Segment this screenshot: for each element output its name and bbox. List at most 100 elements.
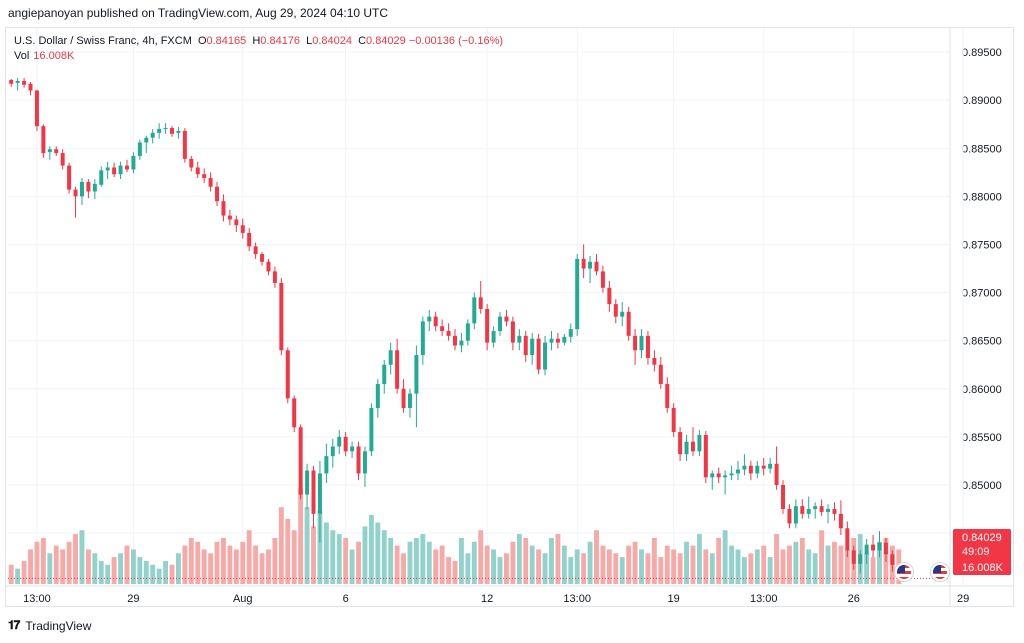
volume-bar <box>619 557 625 584</box>
volume-bar <box>105 564 111 584</box>
candle-body <box>176 130 181 133</box>
us-flag-icon[interactable] <box>931 563 949 581</box>
price-tick-label: 0.89000 <box>962 95 1002 107</box>
volume-bar <box>278 507 284 584</box>
candle-body <box>575 258 580 330</box>
candle-body <box>15 80 20 83</box>
candle-body <box>832 509 837 514</box>
volume-bar <box>214 541 220 584</box>
volume-bar <box>613 553 619 584</box>
us-flag-icon[interactable] <box>895 563 913 581</box>
volume-bar <box>368 514 374 584</box>
candle-body <box>60 153 65 166</box>
candle-body <box>568 329 573 337</box>
candle-body <box>703 434 708 478</box>
volume-bar <box>253 545 259 584</box>
candle-body <box>99 170 104 185</box>
volume-bar <box>664 545 670 584</box>
candle-body <box>382 364 387 384</box>
volume-bar <box>21 560 27 584</box>
legend-symbol[interactable]: U.S. Dollar / Swiss Franc, 4h, FXCM <box>14 35 192 47</box>
candle-body <box>710 473 715 478</box>
candle-body <box>671 408 676 433</box>
candle-body <box>118 165 123 175</box>
volume-bar <box>600 545 606 584</box>
candle-body <box>28 83 33 91</box>
candle-body <box>317 473 322 514</box>
candle-body <box>41 126 46 154</box>
candle-body <box>67 165 72 190</box>
candle-body <box>362 451 367 474</box>
candle-body <box>446 331 451 336</box>
legend-change: −0.00136 (−0.16%) <box>408 35 504 47</box>
volume-bar <box>819 530 825 584</box>
candle-body <box>562 336 567 343</box>
legend-volume-label[interactable]: Vol <box>14 50 30 62</box>
volume-bar <box>542 553 548 584</box>
candle-body <box>401 388 406 409</box>
last-volume-label: 16.008K <box>953 561 1011 575</box>
volume-bar <box>671 549 677 584</box>
price-tick-label: 0.85500 <box>962 432 1002 444</box>
candle-body <box>221 201 226 216</box>
volume-bar <box>574 549 580 584</box>
candle-body <box>112 167 117 175</box>
candle-body <box>549 338 554 343</box>
volume-bar <box>458 537 464 584</box>
publisher-line: angiepanoyan published on TradingView.co… <box>8 6 389 20</box>
chart-frame <box>5 27 1014 607</box>
volume-bar <box>581 553 587 584</box>
candle-body <box>639 335 644 351</box>
volume-bar <box>259 553 265 584</box>
legend-ohlc-row: U.S. Dollar / Swiss Franc, 4h, FXCM O0.8… <box>14 34 503 49</box>
candle-body <box>279 282 284 351</box>
volume-bar <box>684 541 689 584</box>
volume-bar <box>735 549 741 584</box>
candle-body <box>395 350 400 389</box>
volume-bar <box>98 560 104 584</box>
volume-bar <box>304 507 310 584</box>
volume-bar <box>362 526 368 584</box>
volume-bar <box>690 545 696 584</box>
volume-bar <box>291 530 297 584</box>
candle-body <box>137 142 142 156</box>
volume-bar <box>266 549 271 584</box>
volume-bar <box>587 541 593 584</box>
candle-body <box>523 335 528 356</box>
volume-bar <box>233 549 239 584</box>
candle-body <box>453 335 457 346</box>
volume-bar <box>478 530 484 584</box>
candle-body <box>690 441 695 452</box>
candle-body <box>369 408 374 452</box>
candle-body <box>594 261 599 272</box>
candle-body <box>781 484 786 510</box>
price-tick-label: 0.85000 <box>962 480 1002 492</box>
candle-body <box>124 165 129 170</box>
price-tick-label: 0.87000 <box>962 288 1002 300</box>
candle-body <box>600 271 605 288</box>
volume-bar <box>452 560 458 584</box>
volume-bar <box>471 541 477 584</box>
volume-bar <box>748 553 754 584</box>
time-tick-label: 19 <box>668 593 680 605</box>
volume-bar <box>741 557 747 584</box>
volume-bar <box>79 530 85 584</box>
volume-bar <box>497 557 503 584</box>
time-tick-label: Aug <box>233 593 253 605</box>
legend-low-value: 0.84024 <box>312 35 352 47</box>
price-tick-label: 0.89500 <box>962 47 1002 59</box>
candle-body <box>883 542 888 555</box>
volume-bar <box>426 541 432 584</box>
volume-bar <box>812 553 818 584</box>
candle-body <box>215 186 220 202</box>
candle-body <box>478 297 483 309</box>
candle-body <box>86 181 91 192</box>
candle-body <box>407 393 412 409</box>
volume-bar <box>516 534 522 584</box>
candle-body <box>356 446 361 474</box>
volume-bar <box>632 541 638 584</box>
candle-body <box>748 465 753 474</box>
candle-body <box>729 473 734 476</box>
footer-brand[interactable]: 𝟏𝟕 TradingView <box>8 618 91 633</box>
